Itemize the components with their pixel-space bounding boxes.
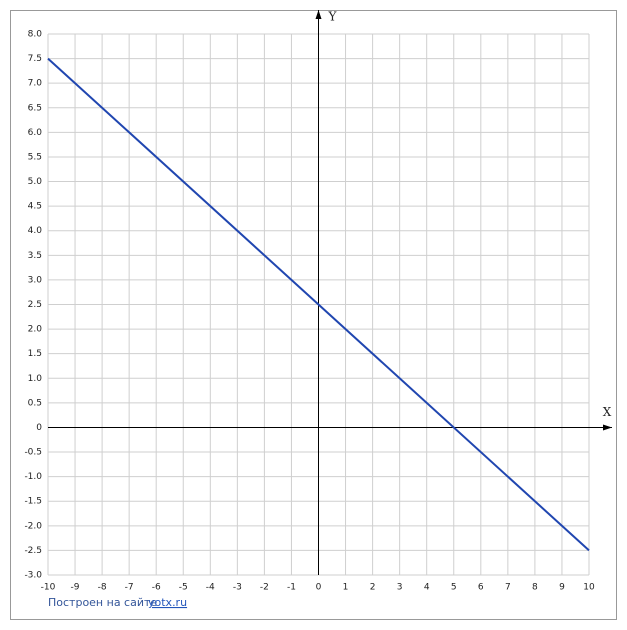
- footer-text: Построен на сайте: [48, 596, 157, 609]
- plot: -10 -9 -8 -7 -6 -5 -4 -3 -2 -1 0 1 2 3 4 5 6 7 8 9 10-3.0-2.…: [24, 10, 612, 593]
- y-tick-label: 3.0: [28, 275, 43, 285]
- frame: [10, 10, 617, 620]
- y-tick-label: -2.0: [24, 521, 42, 531]
- x-tick-label: -3: [233, 583, 242, 593]
- data-line: [47, 57, 590, 552]
- x-tick-label: 8: [532, 583, 538, 593]
- x-tick-label: 9: [559, 583, 565, 593]
- x-tick-label: -4: [206, 583, 215, 593]
- y-tick-label: 4.0: [28, 226, 43, 236]
- y-tick-label: 8.0: [28, 30, 43, 40]
- y-tick-label: 7.0: [28, 79, 43, 89]
- x-tick-label: 3: [397, 583, 403, 593]
- x-tick-label: 4: [424, 583, 430, 593]
- x-tick-label: 10: [583, 583, 595, 593]
- x-tick-label: 2: [370, 583, 376, 593]
- y-tick-label: -1.5: [24, 497, 42, 507]
- x-tick-label: -6: [152, 583, 161, 593]
- x-tick-label: -10: [41, 583, 56, 593]
- y-tick-label: -0.5: [24, 448, 42, 458]
- y-axis-arrow: [315, 10, 322, 19]
- x-tick-label: 5: [451, 583, 457, 593]
- y-tick-label: -3.0: [24, 571, 42, 581]
- y-tick-label: 6.5: [28, 103, 42, 113]
- y-tick-label: 4.5: [28, 202, 42, 212]
- y-tick-label: 1.0: [28, 374, 43, 384]
- y-axis-label: Y: [328, 10, 338, 24]
- y-tick-label: 3.5: [28, 251, 42, 261]
- y-tick-label: -1.0: [24, 472, 42, 482]
- y-tick-label: 0.5: [28, 398, 42, 408]
- x-tick-label: 1: [343, 583, 349, 593]
- x-tick-label: 6: [478, 583, 484, 593]
- y-tick-label: 2.0: [28, 325, 43, 335]
- x-tick-label: -8: [98, 583, 107, 593]
- x-tick-label: 0: [316, 583, 322, 593]
- x-axis-arrow: [603, 424, 612, 431]
- y-tick-label: 5.0: [28, 177, 43, 187]
- x-tick-label: -7: [125, 583, 134, 593]
- x-tick-label: -2: [260, 583, 269, 593]
- y-tick-label: 6.0: [28, 128, 43, 138]
- footer-link[interactable]: yotx.ru: [148, 596, 187, 609]
- x-tick-label: -1: [287, 583, 296, 593]
- x-tick-label: -5: [179, 583, 188, 593]
- y-tick-label: -2.5: [24, 546, 42, 556]
- y-tick-label: 1.5: [28, 349, 42, 359]
- y-tick-label: 2.5: [28, 300, 42, 310]
- x-tick-label: -9: [71, 583, 80, 593]
- x-tick-label: 7: [505, 583, 511, 593]
- y-tick-label: 5.5: [28, 152, 42, 162]
- y-tick-label: 0: [36, 423, 42, 433]
- y-tick-label: 7.5: [28, 54, 42, 64]
- x-axis-label: X: [603, 405, 612, 419]
